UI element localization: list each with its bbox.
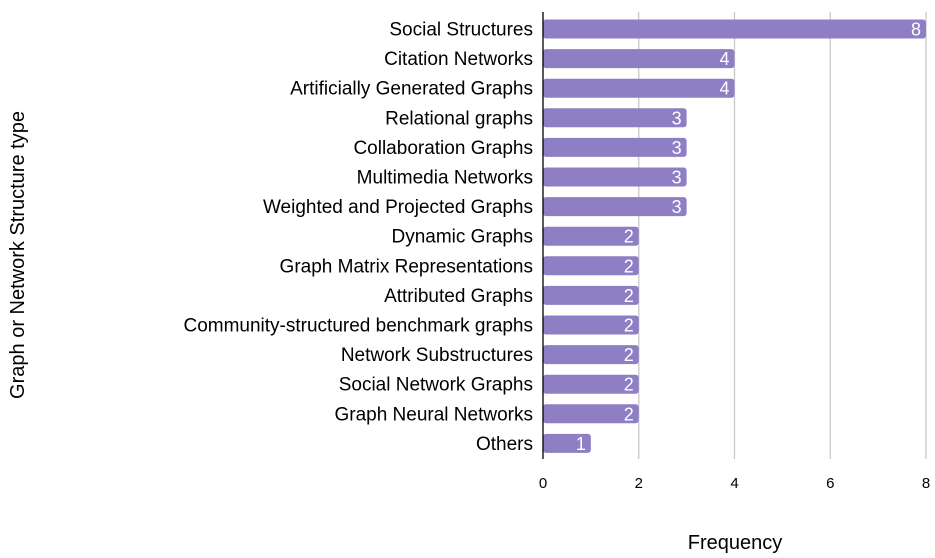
data-label-6: 3 [672, 168, 682, 188]
bar-8 [543, 226, 639, 246]
data-label-10: 2 [624, 286, 634, 306]
category-label-1: Social Structures [389, 20, 533, 41]
category-label-10: Attributed Graphs [384, 286, 533, 307]
bar-10 [543, 285, 639, 305]
x-axis-title: Frequency [688, 532, 783, 554]
x-tick-label-6: 6 [826, 475, 834, 492]
category-label-8: Dynamic Graphs [392, 227, 534, 248]
bar-3 [543, 78, 735, 98]
data-label-11: 2 [624, 316, 634, 336]
category-label-12: Network Substructures [341, 345, 533, 366]
data-label-2: 4 [719, 49, 729, 69]
bar-12 [543, 345, 639, 365]
category-label-4: Relational graphs [385, 108, 533, 129]
data-label-7: 3 [672, 197, 682, 217]
bar-11 [543, 315, 639, 335]
bar-15 [543, 433, 591, 453]
data-label-9: 2 [624, 256, 634, 276]
data-label-3: 4 [719, 79, 729, 99]
bar-1 [543, 19, 926, 39]
data-label-8: 2 [624, 227, 634, 247]
category-label-6: Multimedia Networks [357, 168, 533, 189]
x-tick-label-0: 0 [539, 475, 547, 492]
x-tick-label-8: 8 [922, 475, 930, 492]
category-label-13: Social Network Graphs [339, 375, 533, 396]
x-tick-labels: 0 2 4 6 8 [539, 475, 930, 492]
bar-7 [543, 197, 687, 217]
bar-13 [543, 374, 639, 394]
category-label-9: Graph Matrix Representations [280, 256, 533, 277]
data-label-1: 8 [911, 20, 921, 40]
y-axis-title: Graph or Network Structure type [7, 111, 29, 399]
bars: 8 4 4 3 3 3 3 2 2 2 2 2 2 2 1 [543, 19, 926, 454]
bar-14 [543, 404, 639, 424]
bar-9 [543, 256, 639, 276]
x-tick-label-2: 2 [635, 475, 643, 492]
data-label-12: 2 [624, 345, 634, 365]
bar-4 [543, 108, 687, 128]
data-label-13: 2 [624, 375, 634, 395]
data-label-4: 3 [672, 108, 682, 128]
x-tick-label-4: 4 [730, 475, 738, 492]
bar-6 [543, 167, 687, 187]
category-label-15: Others [476, 434, 533, 455]
category-labels: Social Structures Citation Networks Artifi… [183, 20, 533, 455]
category-label-7: Weighted and Projected Graphs [263, 197, 533, 218]
data-label-5: 3 [672, 138, 682, 158]
category-label-5: Collaboration Graphs [353, 138, 533, 159]
category-label-11: Community-structured benchmark graphs [183, 316, 533, 337]
bar-5 [543, 137, 687, 157]
data-label-15: 1 [576, 434, 586, 454]
category-label-3: Artificially Generated Graphs [290, 79, 533, 100]
category-label-2: Citation Networks [384, 49, 533, 70]
bar-2 [543, 49, 735, 69]
category-label-14: Graph Neural Networks [334, 404, 533, 425]
data-label-14: 2 [624, 404, 634, 424]
